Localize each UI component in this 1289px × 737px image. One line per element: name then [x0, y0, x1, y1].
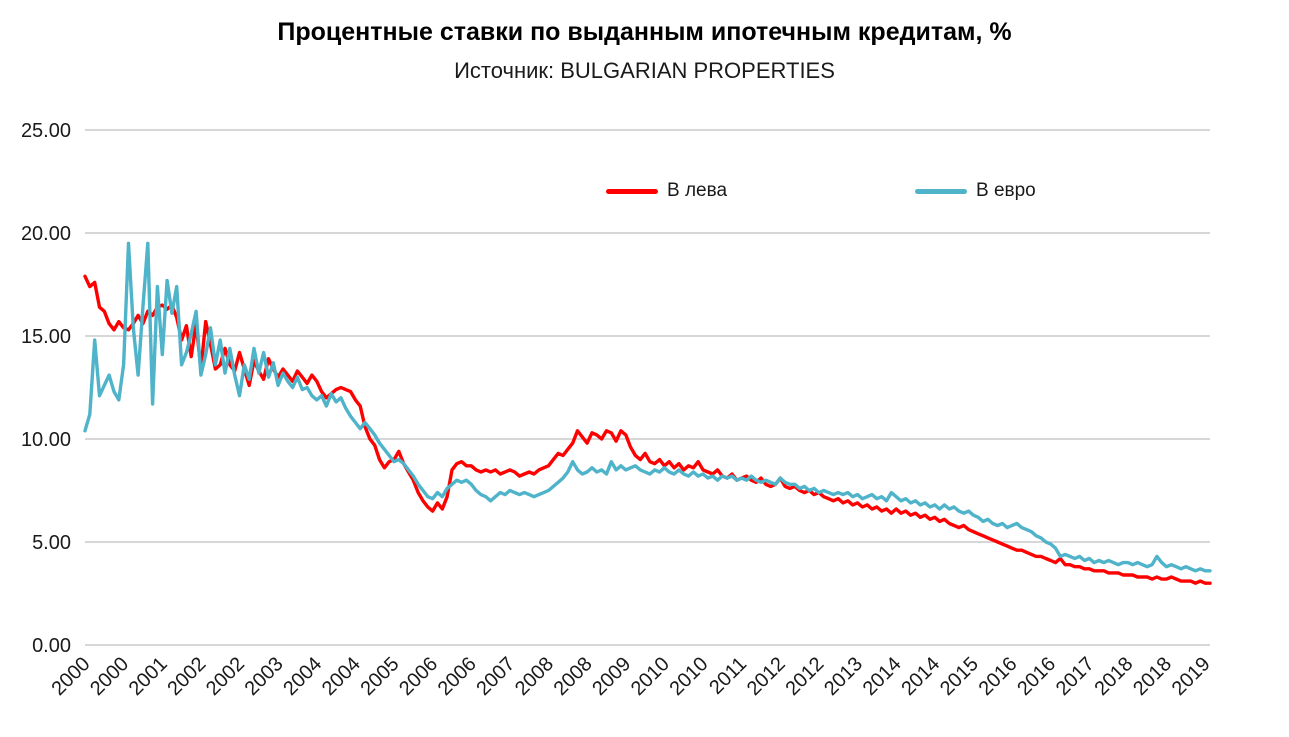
y-axis-tick-label: 25.00 [21, 120, 71, 142]
x-axis-tick-label: 2013 [820, 653, 867, 700]
x-axis-tick-label: 2004 [318, 653, 365, 700]
x-axis-tick-label: 2016 [1013, 653, 1060, 700]
x-axis-tick-label: 2002 [202, 653, 249, 700]
x-axis-tick-label: 2010 [627, 653, 674, 700]
legend-swatch-evro [915, 188, 967, 194]
legend-item-leva[interactable]: В лева [606, 180, 728, 201]
x-axis-tick-label: 2001 [125, 653, 172, 700]
x-axis-tick-label: 2016 [975, 653, 1022, 700]
legend-label-leva: В лева [667, 180, 728, 201]
series-line-1 [83, 241, 1212, 573]
legend-swatch-leva [606, 188, 658, 194]
y-axis-tick-label: 20.00 [21, 223, 71, 245]
chart-subtitle: Источник: BULGARIAN PROPERTIES [454, 58, 835, 83]
x-axis-tick-label: 2006 [434, 653, 481, 700]
x-axis-tick-label: 2010 [666, 653, 713, 700]
y-axis-tick-label: 5.00 [32, 532, 71, 554]
x-axis-tick-label: 2012 [781, 653, 828, 700]
legend-item-evro[interactable]: В евро [915, 180, 1036, 201]
x-axis-tick-label: 2009 [588, 653, 635, 700]
y-axis-tick-label: 0.00 [32, 635, 71, 657]
x-axis-tick-label: 2018 [1129, 653, 1176, 700]
x-axis-tick-label: 2002 [163, 653, 210, 700]
x-axis-tick-label: 2008 [550, 653, 597, 700]
x-axis-tick-label: 2017 [1052, 653, 1099, 700]
legend-label-evro: В евро [976, 180, 1036, 201]
x-axis-tick-label: 2007 [472, 653, 519, 700]
x-axis-tick-label: 2006 [395, 653, 442, 700]
x-axis-tick-label: 2014 [897, 653, 944, 700]
x-axis-tick-label: 2018 [1090, 653, 1137, 700]
chart-title: Процентные ставки по выданным ипотечным … [277, 18, 1012, 46]
y-axis-tick-label: 10.00 [21, 429, 71, 451]
x-axis-tick-label: 2015 [936, 653, 983, 700]
x-axis-tick-label: 2012 [743, 653, 790, 700]
x-axis-tick-label: 2005 [357, 653, 404, 700]
x-axis-tick-label: 2008 [511, 653, 558, 700]
x-axis-tick-label: 2019 [1168, 653, 1215, 700]
x-axis-tick-label: 2000 [86, 653, 133, 700]
x-axis-tick-label: 2011 [705, 653, 751, 699]
x-axis-tick-label: 2000 [48, 653, 95, 700]
x-axis-tick-label: 2003 [241, 653, 288, 700]
y-axis-tick-label: 15.00 [21, 326, 71, 348]
x-axis-tick-label: 2014 [859, 653, 906, 700]
x-axis-tick-label: 2004 [279, 653, 326, 700]
